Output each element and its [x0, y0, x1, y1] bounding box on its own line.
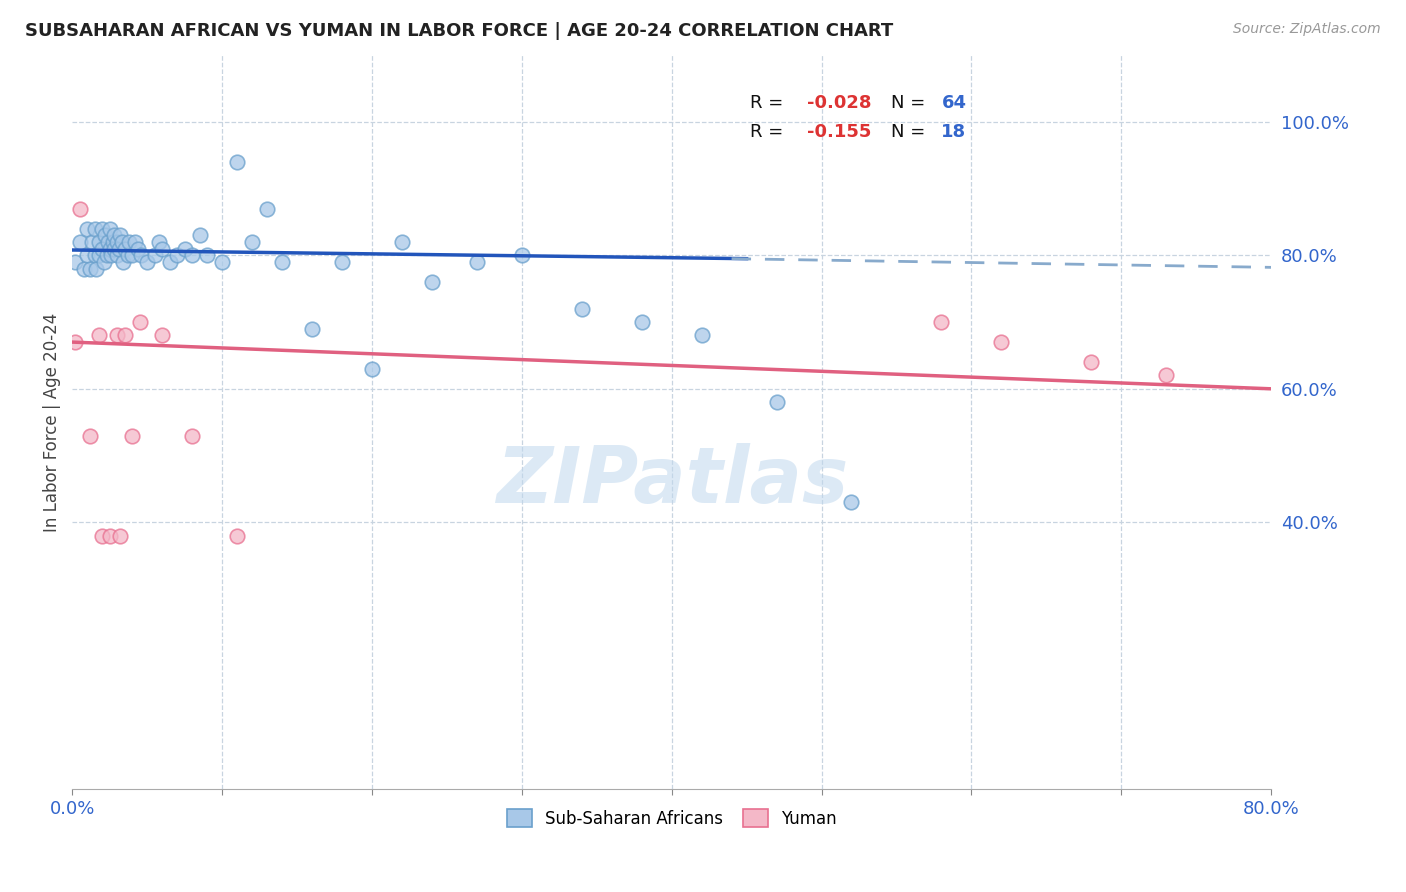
Point	[105, 328, 128, 343]
Text: N =: N =	[891, 123, 931, 141]
Text: N =: N =	[891, 94, 931, 112]
Point	[150, 242, 173, 256]
Text: SUBSAHARAN AFRICAN VS YUMAN IN LABOR FORCE | AGE 20-24 CORRELATION CHART: SUBSAHARAN AFRICAN VS YUMAN IN LABOR FOR…	[25, 22, 894, 40]
Point	[103, 228, 125, 243]
Point	[83, 248, 105, 262]
Point	[84, 261, 107, 276]
Point	[931, 315, 953, 329]
Point	[226, 155, 249, 169]
Point	[100, 248, 122, 262]
Point	[108, 528, 131, 542]
Point	[79, 428, 101, 442]
Point	[195, 248, 218, 262]
Point	[96, 248, 118, 262]
Point	[91, 242, 114, 256]
Point	[148, 235, 170, 249]
Text: 64: 64	[942, 94, 966, 112]
Point	[361, 361, 384, 376]
Point	[83, 221, 105, 235]
Point	[93, 255, 115, 269]
Text: 18: 18	[942, 123, 966, 141]
Point	[765, 395, 787, 409]
Point	[181, 248, 204, 262]
Point	[841, 495, 863, 509]
Point	[108, 228, 131, 243]
Point	[76, 221, 98, 235]
Point	[129, 248, 152, 262]
Legend: Sub-Saharan Africans, Yuman: Sub-Saharan Africans, Yuman	[498, 801, 845, 836]
Point	[150, 328, 173, 343]
Point	[98, 528, 121, 542]
Point	[420, 275, 443, 289]
Point	[98, 242, 121, 256]
Point	[80, 235, 103, 249]
Point	[98, 221, 121, 235]
Point	[465, 255, 488, 269]
Point	[990, 335, 1012, 350]
Point	[181, 428, 204, 442]
Point	[103, 242, 125, 256]
Point	[114, 242, 136, 256]
Point	[73, 261, 96, 276]
Point	[94, 228, 117, 243]
Point	[105, 248, 128, 262]
Point	[211, 255, 233, 269]
Point	[105, 235, 128, 249]
Text: ZIPatlas: ZIPatlas	[495, 443, 848, 519]
Point	[136, 255, 159, 269]
Point	[114, 328, 136, 343]
Point	[79, 261, 101, 276]
Point	[240, 235, 263, 249]
Point	[65, 335, 87, 350]
Point	[112, 255, 135, 269]
Point	[89, 328, 111, 343]
Point	[127, 242, 149, 256]
Point	[89, 248, 111, 262]
Point	[111, 235, 134, 249]
Point	[391, 235, 413, 249]
Point	[89, 235, 111, 249]
Point	[69, 235, 91, 249]
Point	[143, 248, 166, 262]
Point	[65, 255, 87, 269]
Point	[121, 248, 143, 262]
Point	[256, 202, 278, 216]
Point	[91, 221, 114, 235]
Point	[1154, 368, 1177, 383]
Point	[166, 248, 188, 262]
Point	[271, 255, 294, 269]
Point	[510, 248, 533, 262]
Point	[301, 322, 323, 336]
Point	[124, 235, 146, 249]
Point	[117, 248, 139, 262]
Point	[76, 248, 98, 262]
Point	[121, 428, 143, 442]
Text: R =: R =	[749, 123, 789, 141]
Point	[97, 235, 120, 249]
Text: Source: ZipAtlas.com: Source: ZipAtlas.com	[1233, 22, 1381, 37]
Point	[226, 528, 249, 542]
Point	[630, 315, 652, 329]
Text: R =: R =	[749, 94, 789, 112]
Point	[101, 235, 124, 249]
Y-axis label: In Labor Force | Age 20-24: In Labor Force | Age 20-24	[44, 312, 60, 532]
Point	[159, 255, 181, 269]
Point	[571, 301, 593, 316]
Text: -0.155: -0.155	[807, 123, 872, 141]
Point	[107, 242, 129, 256]
Point	[173, 242, 195, 256]
Point	[188, 228, 211, 243]
Point	[690, 328, 713, 343]
Point	[118, 235, 141, 249]
Text: -0.028: -0.028	[807, 94, 872, 112]
Point	[1080, 355, 1102, 369]
Point	[91, 528, 114, 542]
Point	[330, 255, 353, 269]
Point	[69, 202, 91, 216]
Point	[128, 315, 150, 329]
